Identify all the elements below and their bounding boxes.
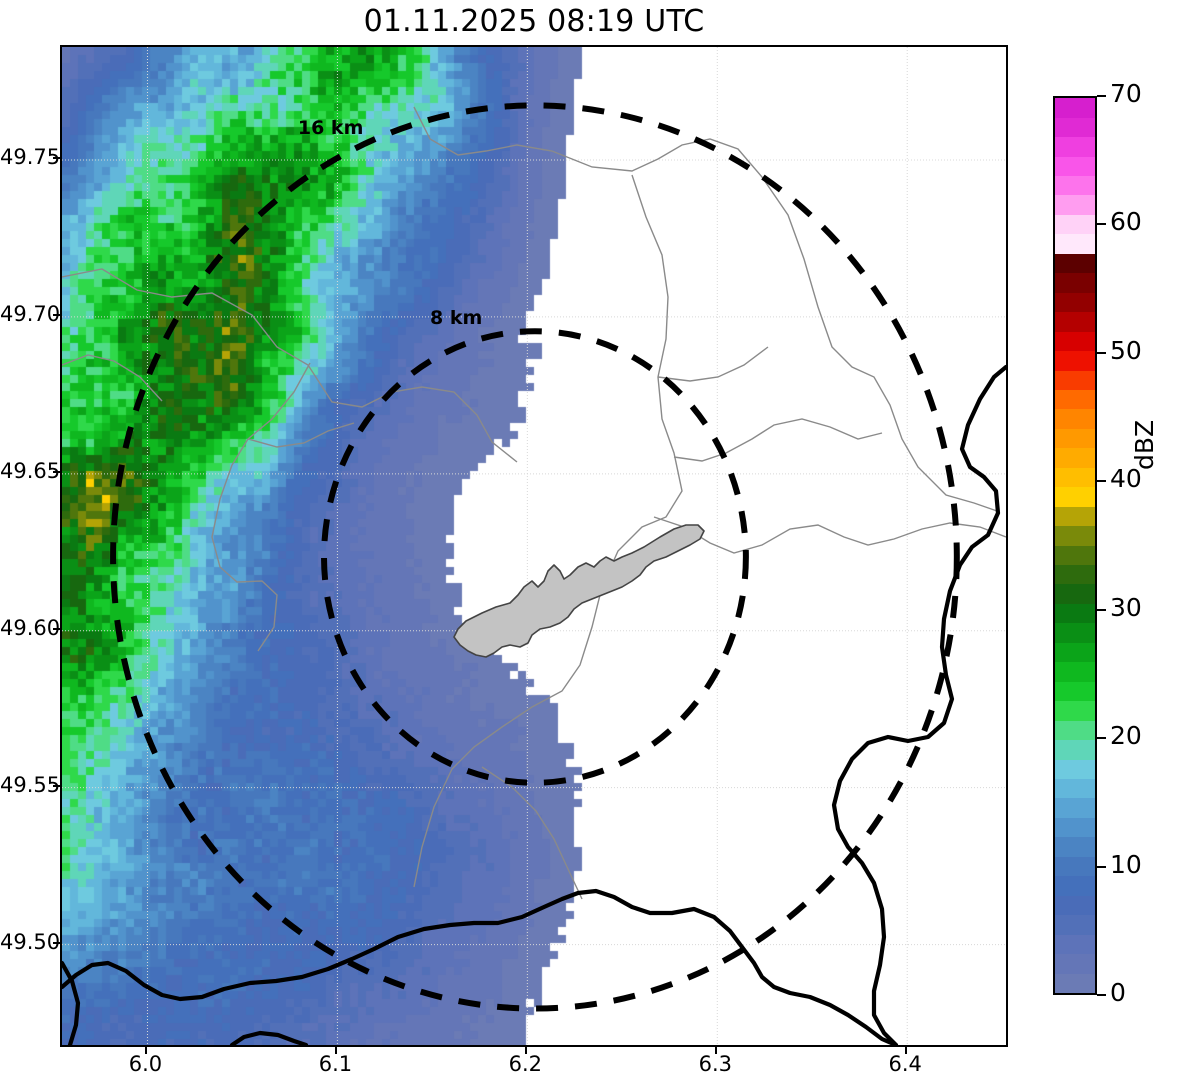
colorbar-segment <box>1055 934 1095 955</box>
colorbar-segment <box>1055 214 1095 235</box>
colorbar-tick-mark <box>1097 223 1106 226</box>
colorbar-segment <box>1055 292 1095 313</box>
colorbar-segment <box>1055 565 1095 585</box>
colorbar-tick-label: 50 <box>1110 335 1142 365</box>
colorbar-segment <box>1055 253 1095 274</box>
colorbar-segment <box>1055 428 1095 449</box>
colorbar-tick-mark <box>1097 608 1106 611</box>
colorbar-tick-label: 0 <box>1110 978 1126 1007</box>
colorbar-segment <box>1055 740 1095 760</box>
colorbar-segment <box>1055 137 1095 157</box>
colorbar-segment <box>1055 409 1095 429</box>
colorbar-segment <box>1055 798 1095 818</box>
x-tick-label: 6.0 <box>128 1052 163 1076</box>
colorbar-tick-label: 10 <box>1110 849 1142 879</box>
colorbar-tick-label: 70 <box>1110 79 1142 108</box>
colorbar-segment <box>1055 234 1095 254</box>
colorbar-segment <box>1055 662 1095 682</box>
colorbar-segment <box>1055 954 1095 974</box>
colorbar-segment <box>1055 331 1095 352</box>
colorbar-tick-label: 60 <box>1110 207 1142 237</box>
radar-reflectivity-layer <box>62 47 1006 1045</box>
colorbar-segment <box>1055 545 1095 566</box>
y-tick-mark <box>53 156 60 159</box>
range-ring-label: 16 km <box>297 116 364 139</box>
range-ring-label: 8 km <box>430 307 483 330</box>
colorbar-segment <box>1055 876 1095 896</box>
x-tick-mark <box>525 1047 528 1054</box>
page-title: 01.11.2025 08:19 UTC <box>363 4 705 39</box>
colorbar-segment <box>1055 175 1095 196</box>
colorbar-segment <box>1055 389 1095 410</box>
colorbar-tick-mark <box>1097 480 1106 483</box>
colorbar-segment <box>1055 584 1095 604</box>
x-tick-label: 6.3 <box>698 1052 732 1076</box>
x-tick-label: 6.2 <box>508 1052 543 1076</box>
colorbar-segment <box>1055 98 1095 118</box>
y-tick-mark <box>53 784 60 787</box>
x-tick-mark <box>335 1047 338 1054</box>
colorbar-segment <box>1055 117 1095 138</box>
colorbar-tick-label: 20 <box>1110 721 1142 751</box>
colorbar-tick-label: 40 <box>1110 464 1142 494</box>
x-tick-label: 6.4 <box>888 1052 922 1076</box>
y-tick-label: 49.55 <box>0 772 61 797</box>
colorbar-segment <box>1055 642 1095 663</box>
colorbar-tick-mark <box>1097 994 1106 996</box>
colorbar-title: dBZ <box>1130 419 1159 470</box>
colorbar-segment <box>1055 506 1095 527</box>
x-tick-mark <box>715 1047 718 1054</box>
colorbar-segment <box>1055 156 1095 176</box>
colorbar-segment <box>1055 603 1095 624</box>
y-tick-label: 49.70 <box>0 301 61 326</box>
y-tick-mark <box>53 313 60 316</box>
colorbar-segment <box>1055 623 1095 643</box>
y-tick-mark <box>53 627 60 630</box>
colorbar-segment <box>1055 273 1095 293</box>
colorbar-tick-label: 30 <box>1110 592 1142 622</box>
y-tick-label: 49.50 <box>0 929 61 954</box>
colorbar-segment <box>1055 467 1095 488</box>
colorbar-segment <box>1055 720 1095 741</box>
x-tick-mark <box>145 1047 148 1054</box>
colorbar-segment <box>1055 817 1095 838</box>
colorbar-segment <box>1055 681 1095 702</box>
colorbar-segment <box>1055 487 1095 507</box>
y-tick-label: 49.65 <box>0 458 61 483</box>
colorbar-segment <box>1055 779 1095 799</box>
colorbar-segment <box>1055 837 1095 857</box>
colorbar-segment <box>1055 448 1095 468</box>
colorbar-segment <box>1055 312 1095 332</box>
colorbar-segment <box>1055 973 1095 993</box>
colorbar-segment <box>1055 915 1095 935</box>
colorbar-tick-mark <box>1097 737 1106 740</box>
colorbar-tick-mark <box>1097 95 1106 97</box>
colorbar-segment <box>1055 526 1095 546</box>
y-tick-mark <box>53 941 60 944</box>
colorbar-segment <box>1055 895 1095 916</box>
colorbar-segment <box>1055 759 1095 780</box>
colorbar-tick-mark <box>1097 865 1106 868</box>
x-tick-label: 6.1 <box>318 1052 353 1076</box>
colorbar-segment <box>1055 370 1095 390</box>
colorbar-tick-mark <box>1097 351 1106 354</box>
colorbar-segment <box>1055 701 1095 721</box>
colorbar[interactable] <box>1053 96 1097 995</box>
colorbar-segment <box>1055 856 1095 877</box>
y-tick-label: 49.60 <box>0 615 61 640</box>
radar-plot-area[interactable] <box>60 45 1008 1047</box>
y-tick-label: 49.75 <box>0 144 61 169</box>
colorbar-segment <box>1055 195 1095 215</box>
x-tick-mark <box>905 1047 908 1054</box>
colorbar-segment <box>1055 351 1095 371</box>
y-tick-mark <box>53 470 60 473</box>
